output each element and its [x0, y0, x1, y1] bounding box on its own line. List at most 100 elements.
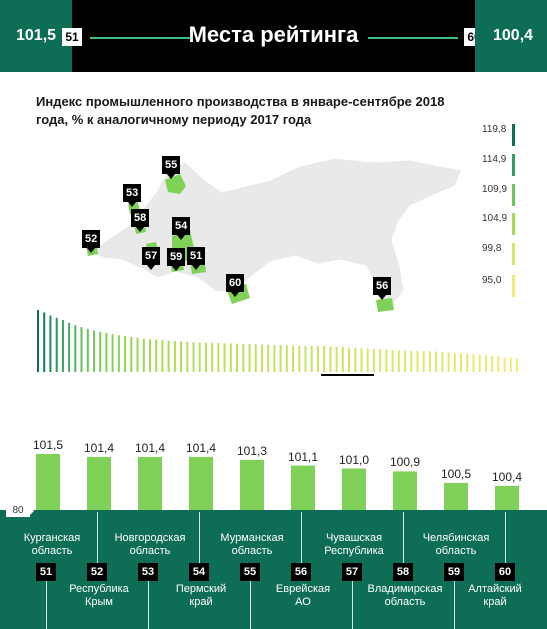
strip-bar	[37, 310, 39, 372]
strip-bar	[447, 352, 450, 372]
bottom-value-label: 100,4	[493, 27, 534, 44]
chart-title: Индекс промышленного производства в янва…	[36, 94, 445, 127]
leader-line	[403, 512, 404, 563]
strip-bar	[503, 357, 506, 372]
region-name-label: Пермский край	[175, 583, 227, 608]
region-name-label: Мурманская область	[220, 532, 284, 557]
strip-bar	[43, 312, 46, 372]
rank-badge: 57	[342, 563, 362, 581]
rank-badge: 54	[189, 563, 209, 581]
leader-line	[454, 581, 455, 629]
strip-bar	[124, 336, 127, 372]
strip-bar	[422, 351, 425, 372]
map-marker: 54	[172, 217, 191, 240]
rank-badge: 58	[393, 563, 413, 581]
region-bar	[342, 468, 366, 512]
strip-bar	[397, 350, 400, 372]
strip-bar	[453, 352, 456, 372]
strip-bar	[254, 344, 257, 372]
strip-bar	[105, 333, 108, 372]
strip-bar	[117, 335, 120, 372]
leader-line	[148, 581, 149, 629]
strip-bar	[323, 346, 326, 372]
strip-bar	[335, 346, 338, 372]
leader-line	[505, 512, 506, 563]
top10-bar-chart	[36, 454, 519, 512]
all-regions-strip-chart	[37, 310, 518, 372]
strip-bar	[366, 348, 369, 372]
strip-bar	[80, 327, 83, 372]
strip-bar	[180, 341, 183, 372]
strip-bar	[341, 346, 344, 372]
header-title-panel: 51 Места рейтинга 60	[62, 0, 484, 72]
region-label-band	[0, 510, 547, 629]
strip-bar	[516, 358, 518, 372]
strip-bar	[55, 317, 58, 372]
map-marker: 58	[131, 209, 150, 232]
rank-badge: 56	[291, 563, 311, 581]
region-name-label: Курганская область	[23, 532, 81, 557]
region-shape	[165, 174, 186, 194]
bar-value-label: 101,5	[32, 438, 64, 452]
strip-bar	[460, 353, 462, 372]
strip-bar	[391, 349, 394, 372]
strip-bar	[466, 353, 469, 372]
strip-bar	[279, 345, 282, 372]
strip-bar	[428, 351, 431, 372]
legend-tick-label: 109,9	[482, 184, 508, 195]
strip-bar	[292, 345, 295, 372]
legend-tick-label: 99,8	[482, 243, 502, 254]
header-left-panel: 101,5	[0, 0, 72, 72]
strip-bar	[161, 340, 164, 372]
map-marker: 59	[167, 248, 186, 271]
header-divider-left	[90, 37, 190, 39]
strip-bar	[304, 345, 307, 372]
map-marker: 55	[162, 156, 181, 179]
region-bar	[291, 465, 315, 512]
legend-color-segment	[512, 154, 515, 176]
region-name-label: Республика Крым	[69, 583, 129, 608]
legend-tick-label: 95,0	[482, 275, 502, 286]
rank-badge: 59	[444, 563, 464, 581]
strip-bar	[242, 343, 245, 372]
strip-bar	[99, 331, 102, 372]
strip-bar	[484, 355, 487, 372]
strip-bar	[316, 345, 319, 372]
region-shape	[376, 298, 394, 312]
strip-bar	[435, 351, 438, 372]
strip-bar	[273, 344, 276, 372]
leader-line	[250, 581, 251, 629]
region-name-label: Владимирская область	[367, 583, 443, 608]
bar-value-label: 101,0	[338, 452, 370, 467]
strip-bar	[111, 334, 114, 372]
strip-bar	[142, 338, 145, 372]
rank-badge: 60	[495, 563, 515, 581]
legend-tick-label: 114,9	[482, 154, 507, 165]
map-marker: 56	[373, 277, 392, 300]
strip-bar	[248, 344, 251, 372]
strip-bar	[229, 343, 232, 372]
legend-tick-label: 119,8	[482, 124, 507, 135]
highlight-range-underline	[321, 374, 374, 376]
legend-color-segment	[512, 213, 515, 235]
map-marker: 57	[142, 247, 161, 270]
region-name-label: Челябинская область	[422, 532, 490, 557]
strip-bar	[491, 355, 494, 372]
legend-color-segment	[512, 275, 515, 297]
map-marker: 53	[123, 184, 142, 207]
header-right-panel: 100,4	[475, 0, 547, 72]
header-divider-right	[368, 37, 458, 39]
map-marker: 60	[226, 274, 245, 297]
map-marker: 51	[187, 247, 206, 270]
strip-bar	[186, 341, 189, 372]
legend-color-segment	[512, 184, 515, 206]
legend-color-segment	[512, 124, 515, 146]
strip-bar	[348, 347, 350, 372]
region-bar	[495, 485, 519, 512]
region-bar	[36, 454, 60, 512]
strip-bar	[223, 343, 226, 372]
region-name-label: Алтайский край	[468, 583, 522, 608]
rank-badge: 55	[240, 563, 260, 581]
strip-bar	[205, 342, 207, 372]
rank-badge: 51	[36, 563, 56, 581]
